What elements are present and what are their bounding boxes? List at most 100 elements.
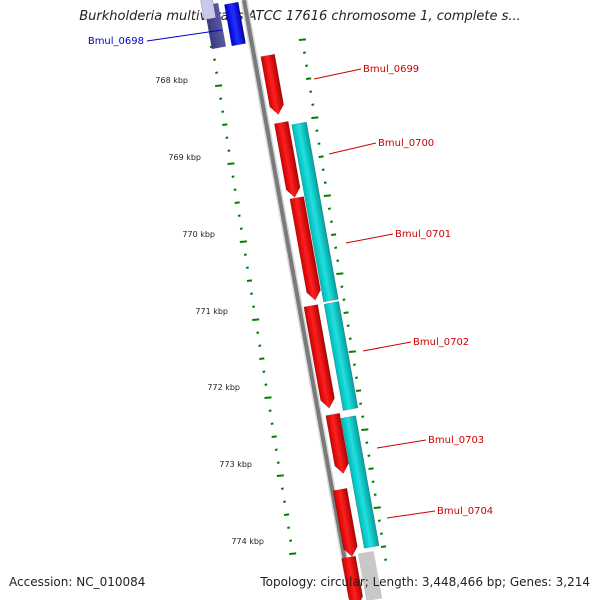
gc-mark xyxy=(311,116,319,119)
gc-mark xyxy=(323,194,331,197)
gc-mark xyxy=(321,168,325,171)
gc-mark xyxy=(361,415,365,418)
tick-label: 774 kbp xyxy=(231,537,264,546)
gc-mark xyxy=(258,344,262,347)
gene-leader-line xyxy=(345,233,394,244)
gc-mark xyxy=(280,487,284,490)
gc-mark xyxy=(379,532,383,535)
gc-mark xyxy=(302,51,306,54)
gc-mark xyxy=(264,383,268,386)
genome-summary-text: Topology: circular; Length: 3,448,466 bp… xyxy=(260,575,590,589)
gc-mark xyxy=(252,305,256,308)
gc-mark xyxy=(327,207,331,210)
gc-mark xyxy=(227,162,235,165)
gc-mark xyxy=(289,539,293,542)
gc-mark xyxy=(246,279,253,282)
cds-arrow-red[interactable] xyxy=(274,121,301,198)
gc-mark xyxy=(352,363,356,366)
gc-mark xyxy=(219,97,223,100)
gc-mark xyxy=(239,240,247,243)
gc-mark xyxy=(306,77,312,80)
gene-features xyxy=(199,0,380,600)
gc-mark xyxy=(274,448,278,451)
gene-leader-line xyxy=(146,29,223,42)
gc-mark xyxy=(361,428,369,431)
gc-mark xyxy=(282,500,286,503)
cds-arrow-red[interactable] xyxy=(332,487,359,557)
gc-mark xyxy=(264,396,272,399)
gene-label[interactable]: Bmul_0704 xyxy=(437,506,493,517)
gc-mark xyxy=(346,324,350,327)
gc-mark xyxy=(221,110,225,113)
tick-label: 771 kbp xyxy=(195,307,228,316)
cds-block-cyan[interactable] xyxy=(323,301,359,411)
gc-mark xyxy=(318,155,324,158)
gc-mark xyxy=(380,545,387,548)
gene-label[interactable]: Bmul_0699 xyxy=(363,64,419,75)
gc-mark xyxy=(268,409,272,412)
gene-leader-line xyxy=(313,68,362,80)
gene-label[interactable]: Bmul_0700 xyxy=(378,138,434,149)
gc-mark xyxy=(276,461,280,464)
gene-labels: Bmul_0698 Bmul_0699 Bmul_0700 Bmul_0701 Bmul… xyxy=(88,29,493,519)
gc-mark xyxy=(315,129,319,132)
gc-mark xyxy=(354,376,358,379)
gene-label[interactable]: Bmul_0702 xyxy=(413,337,469,348)
gc-mark xyxy=(342,298,346,301)
gene-label[interactable]: Bmul_0701 xyxy=(395,229,451,240)
gc-mark xyxy=(384,558,388,561)
tick-label: 769 kbp xyxy=(168,153,201,162)
gc-mark xyxy=(368,467,374,470)
gc-mark xyxy=(289,552,297,555)
gc-mark xyxy=(343,311,349,314)
gc-mark xyxy=(373,506,381,509)
gene-label[interactable]: Bmul_0703 xyxy=(428,435,484,446)
gc-mark xyxy=(262,370,266,373)
map-title: Burkholderia multivorans ATCC 17616 chro… xyxy=(79,9,521,24)
gc-mark xyxy=(298,38,306,41)
feature-band-gray xyxy=(357,550,383,600)
gc-mark xyxy=(371,480,375,483)
gc-mark xyxy=(252,318,260,321)
gene-leader-line xyxy=(386,510,436,519)
gc-mark xyxy=(311,103,315,106)
gene-leader-line xyxy=(376,439,427,449)
gc-mark xyxy=(225,136,229,139)
accession-text: Accession: NC_010084 xyxy=(9,575,146,589)
gc-mark xyxy=(243,253,247,256)
gc-mark xyxy=(227,149,231,152)
gc-mark xyxy=(355,389,362,392)
gc-mark xyxy=(259,357,265,360)
cds-arrow-red[interactable] xyxy=(289,196,322,302)
gc-mark xyxy=(359,402,363,405)
gc-mark xyxy=(336,259,340,262)
cds-arrow-red[interactable] xyxy=(260,53,285,116)
cds-arrow-red[interactable] xyxy=(303,304,336,410)
cds-arrow-red[interactable] xyxy=(341,555,365,600)
gene-block-light[interactable] xyxy=(199,0,217,21)
gc-mark xyxy=(365,441,369,444)
gc-mark xyxy=(330,220,334,223)
gene-label[interactable]: Bmul_0698 xyxy=(88,36,144,47)
gc-mark xyxy=(231,175,235,178)
tick-label: 772 kbp xyxy=(207,383,240,392)
gc-mark xyxy=(317,142,321,145)
gc-mark xyxy=(283,513,290,516)
gc-mark xyxy=(348,337,352,340)
gc-mark xyxy=(330,233,337,236)
gc-mark xyxy=(271,435,277,438)
gc-mark xyxy=(215,71,219,74)
gc-mark xyxy=(287,526,291,529)
gc-mark xyxy=(367,454,371,457)
gene-block-blue[interactable] xyxy=(224,1,246,47)
gc-mark xyxy=(233,188,237,191)
gc-mark xyxy=(340,285,344,288)
gene-leader-line xyxy=(362,341,412,352)
gc-mark xyxy=(222,123,228,126)
cds-block-cyan[interactable] xyxy=(291,121,339,303)
cds-arrow-red[interactable] xyxy=(325,412,350,475)
gc-mark xyxy=(256,331,260,334)
gc-mark xyxy=(250,292,254,295)
tick-label: 773 kbp xyxy=(219,460,252,469)
cds-block-cyan[interactable] xyxy=(340,415,380,549)
